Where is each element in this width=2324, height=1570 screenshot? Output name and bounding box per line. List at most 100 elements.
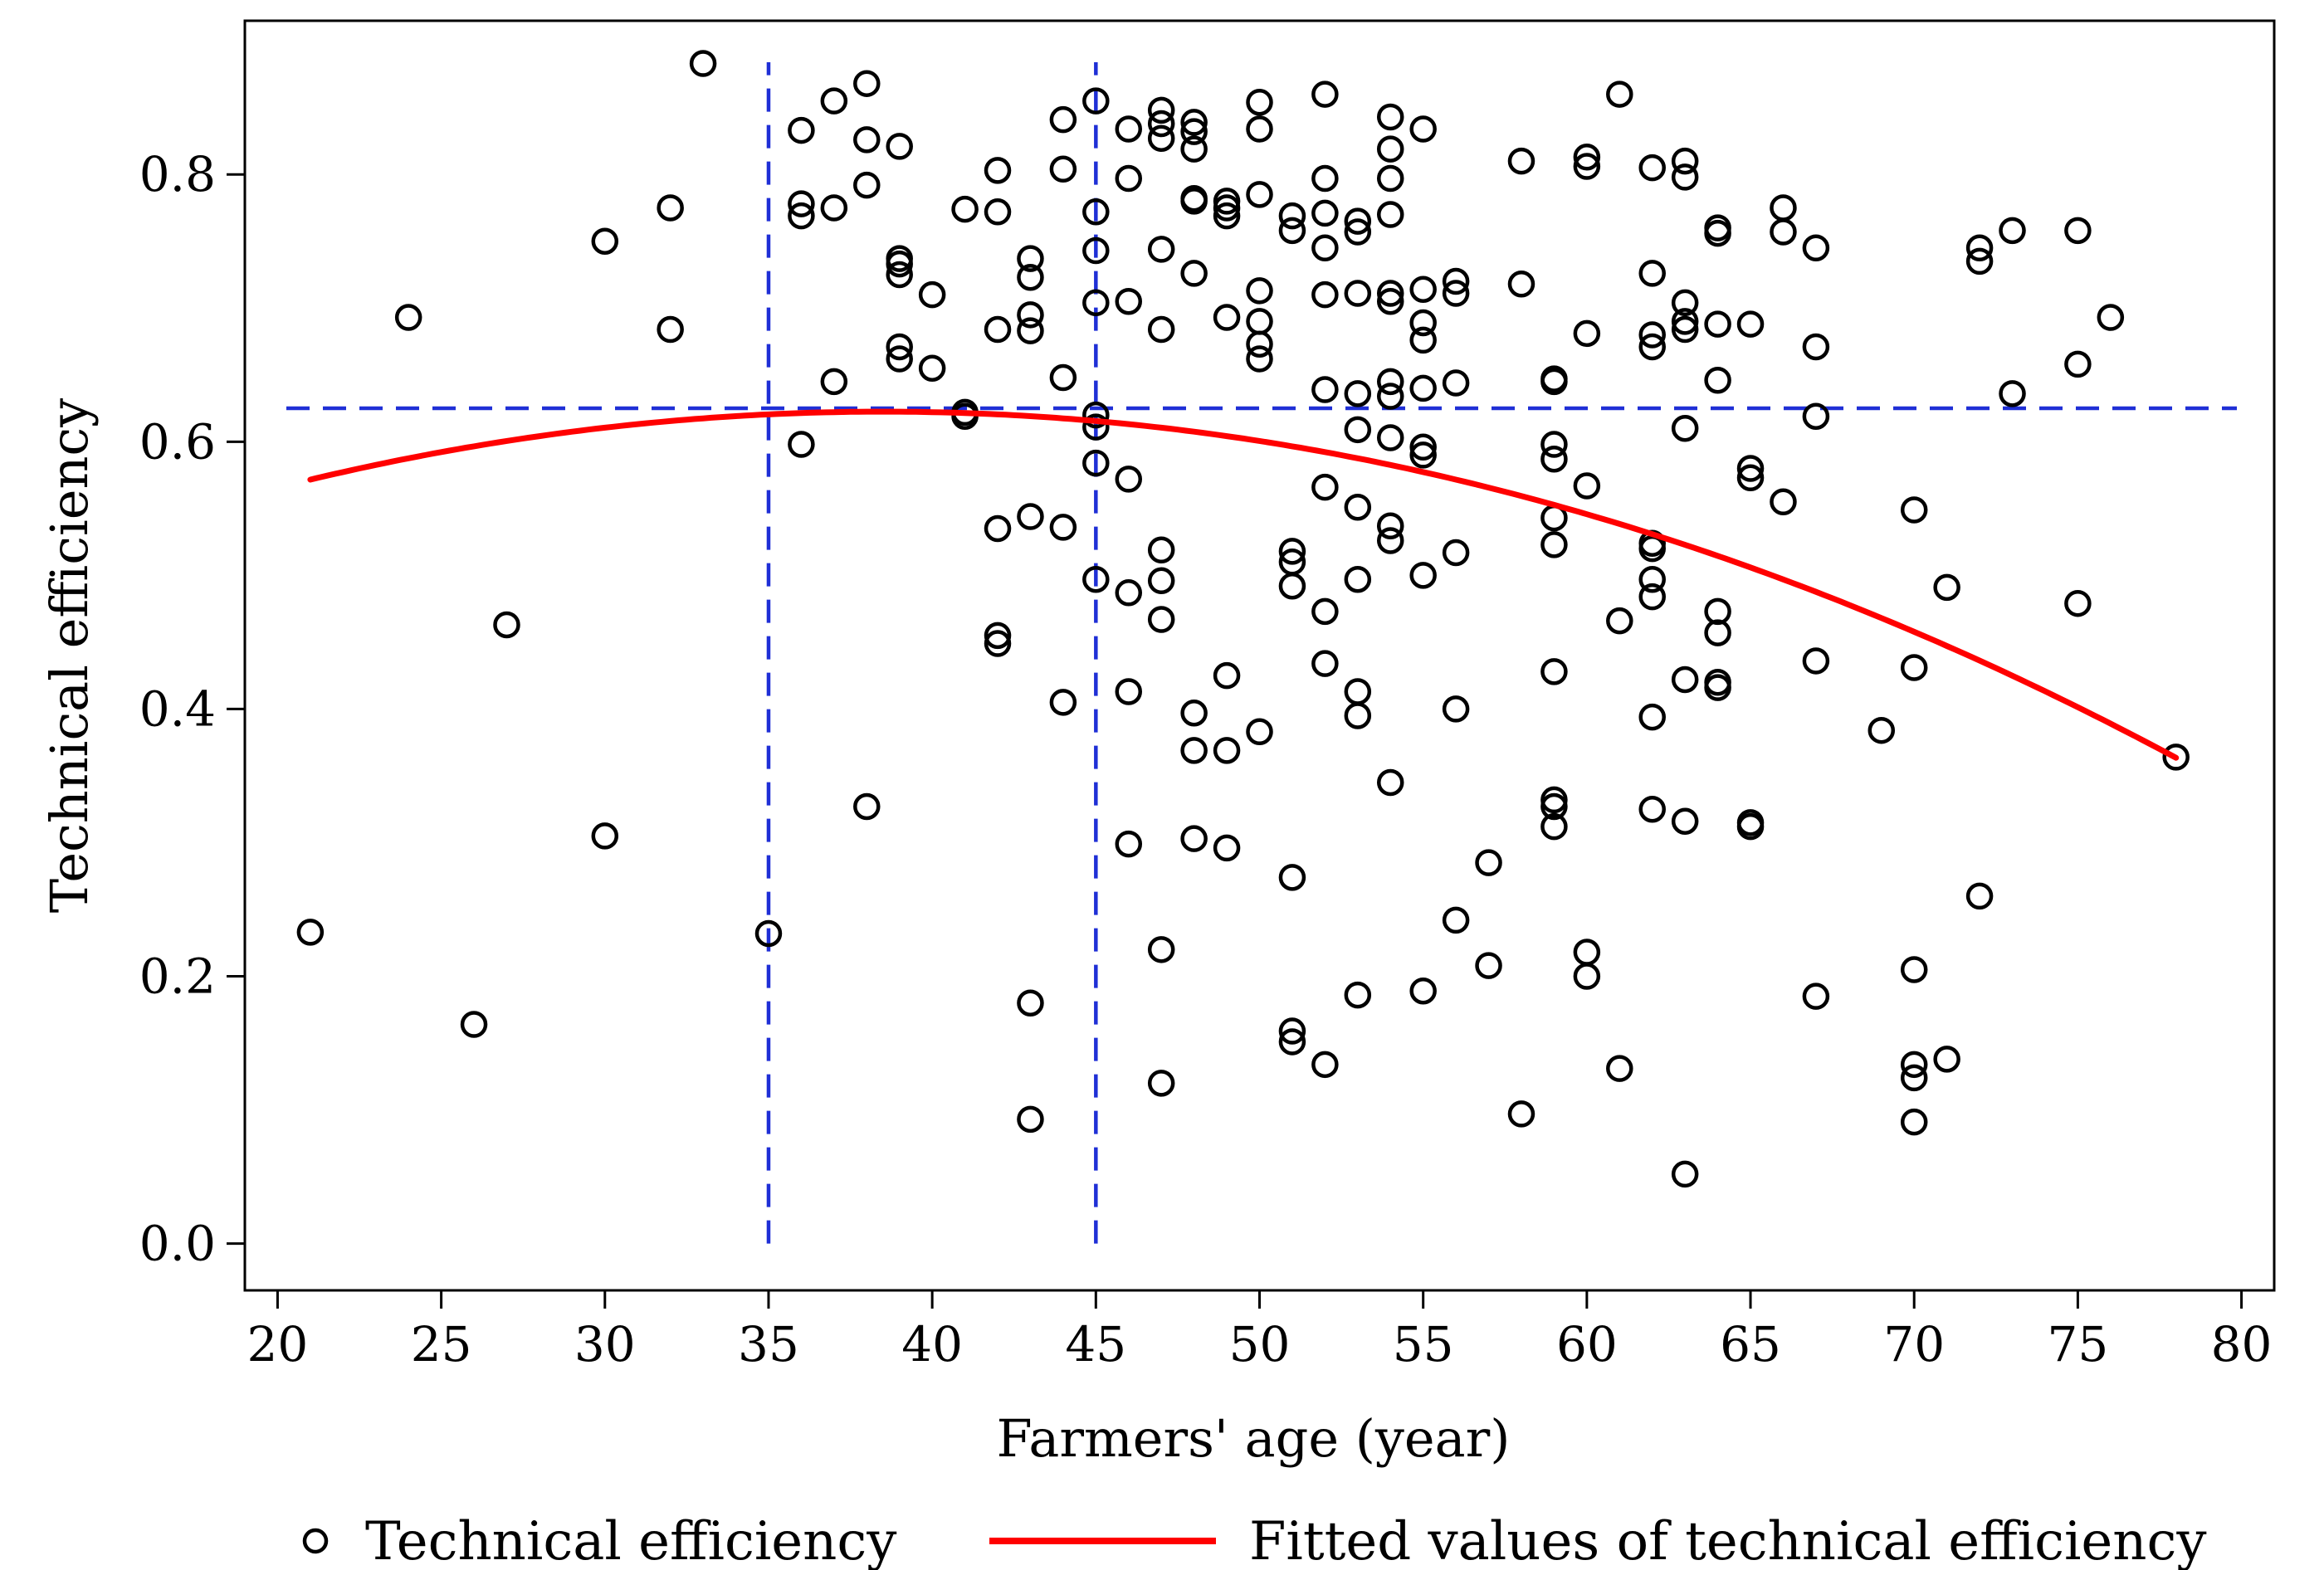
scatter-point (1704, 366, 1731, 394)
x-tick-label: 60 (1556, 1316, 1618, 1373)
scatter-point (1442, 906, 1470, 934)
scatter-point (1147, 110, 1175, 138)
scatter-point (1213, 194, 1241, 222)
plot-area-frame (243, 19, 2276, 1292)
scatter-point (1115, 287, 1143, 315)
scatter-point (1376, 164, 1404, 193)
scatter-point (689, 50, 717, 77)
scatter-point (788, 431, 815, 458)
scatter-point (1147, 936, 1175, 963)
y-tick-label: 0.2 (139, 948, 216, 1005)
y-tick-label: 0.8 (139, 146, 216, 202)
scatter-point (1540, 446, 1568, 473)
scatter-point (1115, 164, 1143, 193)
y-axis-ticks: 0.0 0.2 0.4 0.6 0.8 (139, 146, 245, 1272)
scatter-point (1933, 573, 1960, 602)
scatter-point (1573, 472, 1601, 500)
scatter-point (1376, 103, 1404, 131)
scatter-point (1311, 234, 1339, 262)
scatter-point (1180, 260, 1208, 287)
scatter-point (1344, 493, 1372, 521)
scatter-point (1965, 882, 1994, 910)
scatter-point (1246, 345, 1273, 373)
scatter-point (1278, 864, 1306, 891)
scatter-point (1180, 109, 1208, 136)
scatter-point (1246, 115, 1273, 143)
scatter-point (984, 630, 1012, 657)
scatter-point (1376, 424, 1404, 451)
scatter-point (984, 315, 1012, 344)
scatter-point (1671, 807, 1699, 835)
scatter-point (1278, 1017, 1306, 1045)
legend-line-label: Fitted values of technical efficiency (1249, 1511, 2207, 1570)
scatter-point (1049, 514, 1077, 541)
scatter-point (1638, 333, 1666, 361)
scatter-point (1507, 147, 1536, 175)
scatter-point (984, 514, 1012, 543)
scatter-point (1638, 795, 1666, 823)
scatter-point (1376, 368, 1404, 396)
scatter-point (1638, 703, 1666, 731)
scatter-point (2064, 217, 2092, 245)
scatter-point (1638, 583, 1666, 611)
x-tick-label: 55 (1393, 1316, 1454, 1373)
scatter-point (1999, 217, 2026, 245)
scatter-point (1115, 579, 1143, 607)
scatter-point (1344, 416, 1372, 444)
scatter-point (1704, 619, 1731, 646)
x-tick-label: 65 (1720, 1316, 1781, 1373)
scatter-point (657, 315, 684, 344)
scatter-point (1802, 402, 1830, 430)
scatter-point (1802, 234, 1830, 262)
scatter-point (1736, 310, 1765, 338)
scatter-point (886, 345, 913, 373)
scatter-point (1082, 565, 1110, 593)
scatter-point (1180, 737, 1208, 764)
scatter-point (886, 261, 913, 289)
scatter-point (1573, 153, 1601, 180)
scatter-point (1082, 198, 1110, 226)
scatter-point (1344, 207, 1372, 235)
scatter-point (820, 87, 848, 115)
scatter-point (1082, 449, 1110, 477)
scatter-point (296, 919, 325, 946)
scatter-point (1376, 527, 1404, 554)
scatter-point (1311, 473, 1339, 501)
legend-scatter-label: Technical efficiency (365, 1511, 896, 1570)
scatter-point (820, 368, 848, 396)
scatter-point (1180, 700, 1208, 727)
scatter-point (1671, 1160, 1699, 1188)
scatter-point (1606, 80, 1633, 108)
y-tick-label: 0.0 (139, 1216, 216, 1272)
scatter-point (1344, 380, 1372, 407)
x-tick-label: 20 (247, 1316, 309, 1373)
scatter-point (918, 354, 946, 382)
scatter-point (1017, 989, 1044, 1017)
scatter-point (1311, 1051, 1339, 1079)
scatter-point (2162, 744, 2190, 771)
scatter-point (591, 227, 619, 255)
scatter-point (1671, 414, 1699, 442)
scatter-point (1442, 539, 1470, 567)
scatter-point (1246, 277, 1273, 305)
scatter-point (1900, 496, 1928, 524)
scatter-point (1606, 607, 1633, 635)
scatter-point (1900, 1051, 1928, 1079)
scatter-point (1344, 981, 1372, 1009)
scatter-point (1213, 834, 1241, 862)
legend-scatter-marker (302, 1528, 329, 1554)
x-tick-label: 50 (1229, 1316, 1291, 1373)
scatter-point (1671, 666, 1699, 694)
scatter-point (788, 202, 815, 230)
scatter-point (591, 822, 619, 850)
scatter-point (1082, 401, 1110, 429)
scatter-point (1507, 1100, 1536, 1128)
scatter-point (1704, 310, 1731, 338)
scatter-point (1147, 124, 1175, 152)
x-axis-ticks: 20 25 30 35 40 45 50 55 60 65 70 75 80 (247, 1290, 2272, 1373)
reference-lines (286, 62, 2237, 1244)
scatter-point (1671, 315, 1699, 344)
scatter-point (1606, 1055, 1633, 1082)
x-tick-label: 75 (2047, 1316, 2108, 1373)
x-tick-label: 40 (901, 1316, 963, 1373)
